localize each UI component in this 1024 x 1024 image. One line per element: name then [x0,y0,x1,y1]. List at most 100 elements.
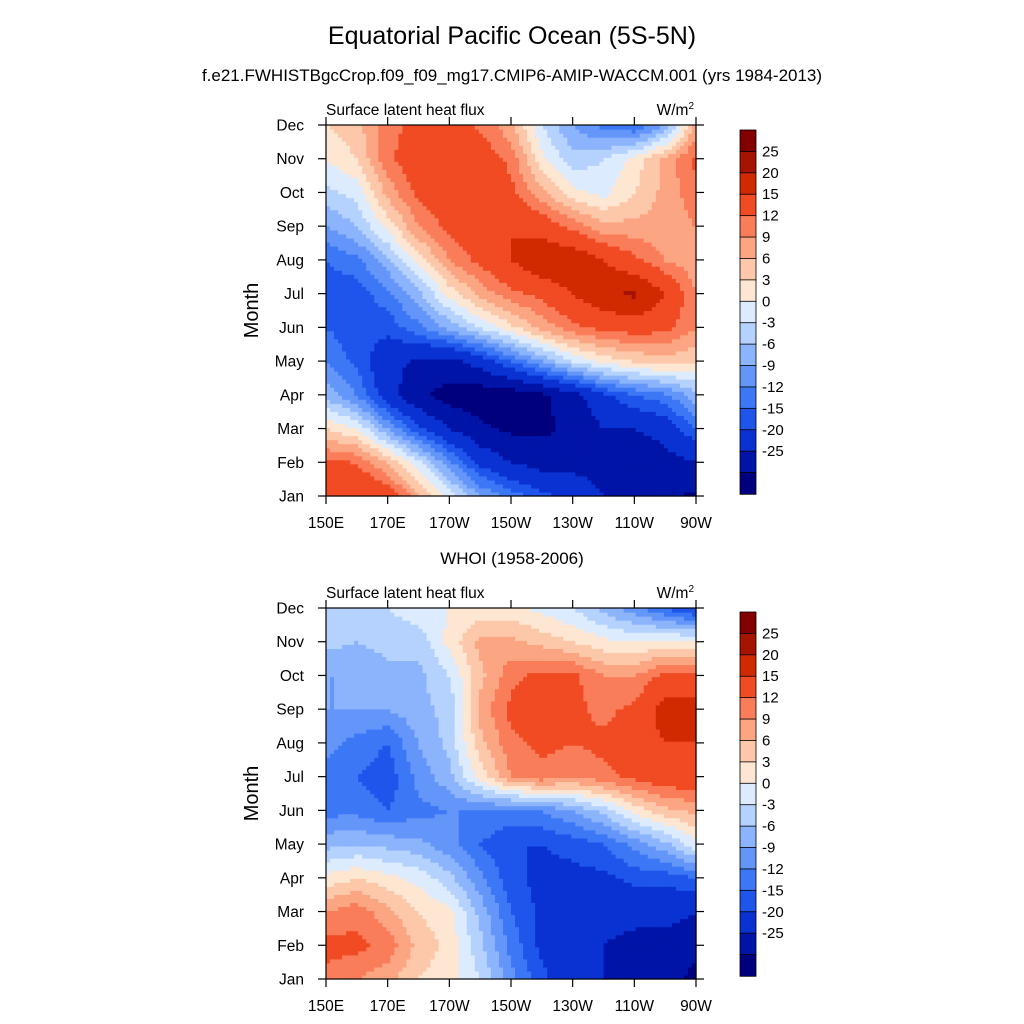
heatmap-cell [635,338,641,344]
heatmap-cell [482,451,488,457]
heatmap-cell [591,463,597,469]
heatmap-cell [643,362,649,368]
heatmap-cell [474,342,480,348]
heatmap-cell [563,306,568,312]
heatmap-cell [539,467,544,473]
heatmap-cell [631,435,637,441]
heatmap-cell [410,302,416,308]
heatmap-cell [362,294,367,299]
heatmap-cell [691,338,697,344]
heatmap-cell [466,350,472,356]
heatmap-cell [502,435,508,441]
heatmap-cell [519,463,524,469]
heatmap-cell [527,334,532,340]
heatmap-cell [498,447,504,453]
heatmap-cell [362,407,367,412]
heatmap-cell [643,435,649,441]
heatmap-cell [559,463,564,469]
heatmap-cell [527,475,532,481]
heatmap-cell [410,379,416,384]
heatmap-cell [346,423,351,429]
heatmap-cell [691,278,697,283]
heatmap-cell [591,483,597,489]
heatmap-cell [611,411,617,416]
heatmap-cell [515,391,520,396]
heatmap-cell [571,306,576,312]
heatmap-cell [559,431,564,437]
heatmap-cell [498,403,504,408]
heatmap-cell [679,342,685,348]
heatmap-cell [691,310,697,316]
heatmap-cell [663,354,669,360]
heatmap-cell [683,375,689,380]
heatmap-cell [539,338,544,344]
heatmap-cell [406,411,412,416]
heatmap-cell [418,459,424,465]
heatmap-cell [651,366,657,372]
heatmap-cell [386,314,391,320]
heatmap-cell [511,427,516,433]
heatmap-cell [342,399,347,404]
heatmap-cell [450,370,456,376]
heatmap-cell [330,407,335,412]
heatmap-cell [527,310,532,316]
heatmap-cell [430,322,436,328]
heatmap-cell [502,431,508,437]
heatmap-cell [350,334,355,340]
heatmap-cell [691,479,697,485]
heatmap-cell [659,282,665,287]
heatmap-cell [623,306,629,312]
heatmap-cell [691,431,697,437]
heatmap-cell [434,298,440,304]
heatmap-cell [687,358,693,364]
heatmap-cell [679,334,685,340]
heatmap-cell [422,483,428,489]
heatmap-cell [494,370,500,376]
heatmap-cell [326,366,331,372]
heatmap-cell [615,463,621,469]
heatmap-cell [539,346,544,352]
heatmap-cell [326,479,331,485]
heatmap-cell [354,423,359,429]
heatmap-cell [563,459,568,465]
heatmap-cell [326,403,331,408]
heatmap-cell [579,419,584,425]
heatmap-cell [394,294,399,299]
heatmap-cell [523,435,528,441]
heatmap-cell [595,403,601,408]
heatmap-cell [571,415,576,420]
heatmap-cell [559,314,564,320]
heatmap-cell [603,443,609,449]
heatmap-cell [563,290,568,295]
heatmap-cell [442,459,448,465]
heatmap-cell [402,419,408,425]
heatmap-cell [559,302,564,308]
heatmap-cell [579,451,584,457]
heatmap-cell [378,342,383,348]
heatmap-cell [394,415,399,420]
heatmap-cell [410,395,416,400]
heatmap-cell [358,459,363,465]
heatmap-cell [655,314,661,320]
heatmap-cell [563,310,568,316]
heatmap-cell [474,439,480,445]
heatmap-cell [362,391,367,396]
heatmap-cell [346,362,351,368]
heatmap-cell [382,322,387,328]
heatmap-cell [603,306,609,312]
heatmap-cell [555,370,560,376]
heatmap-cell [374,334,379,340]
heatmap-cell [615,399,621,404]
heatmap-cell [619,370,625,376]
heatmap-cell [691,435,697,441]
heatmap-cell [623,403,629,408]
heatmap-cell [627,439,633,445]
heatmap-cell [502,455,508,461]
heatmap-cell [398,403,404,408]
heatmap-cell [619,443,625,449]
heatmap-cell [683,447,689,453]
heatmap-cell [342,439,347,445]
heatmap-cell [474,278,480,283]
heatmap-cell [643,370,649,376]
heatmap-cell [559,423,564,429]
